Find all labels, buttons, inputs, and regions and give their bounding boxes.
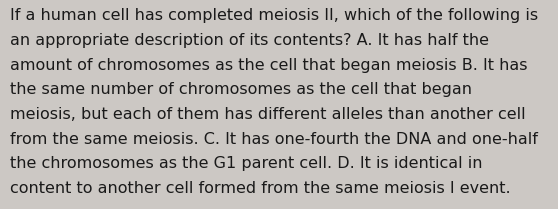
Text: from the same meiosis. C. It has one-fourth the DNA and one-half: from the same meiosis. C. It has one-fou…: [10, 132, 538, 147]
Text: the chromosomes as the G1 parent cell. D. It is identical in: the chromosomes as the G1 parent cell. D…: [10, 156, 483, 171]
Text: meiosis, but each of them has different alleles than another cell: meiosis, but each of them has different …: [10, 107, 526, 122]
Text: an appropriate description of its contents? A. It has half the: an appropriate description of its conten…: [10, 33, 489, 48]
Text: amount of chromosomes as the cell that began meiosis B. It has: amount of chromosomes as the cell that b…: [10, 58, 527, 73]
Text: content to another cell formed from the same meiosis I event.: content to another cell formed from the …: [10, 181, 511, 196]
Text: the same number of chromosomes as the cell that began: the same number of chromosomes as the ce…: [10, 82, 472, 97]
Text: If a human cell has completed meiosis II, which of the following is: If a human cell has completed meiosis II…: [10, 8, 538, 23]
